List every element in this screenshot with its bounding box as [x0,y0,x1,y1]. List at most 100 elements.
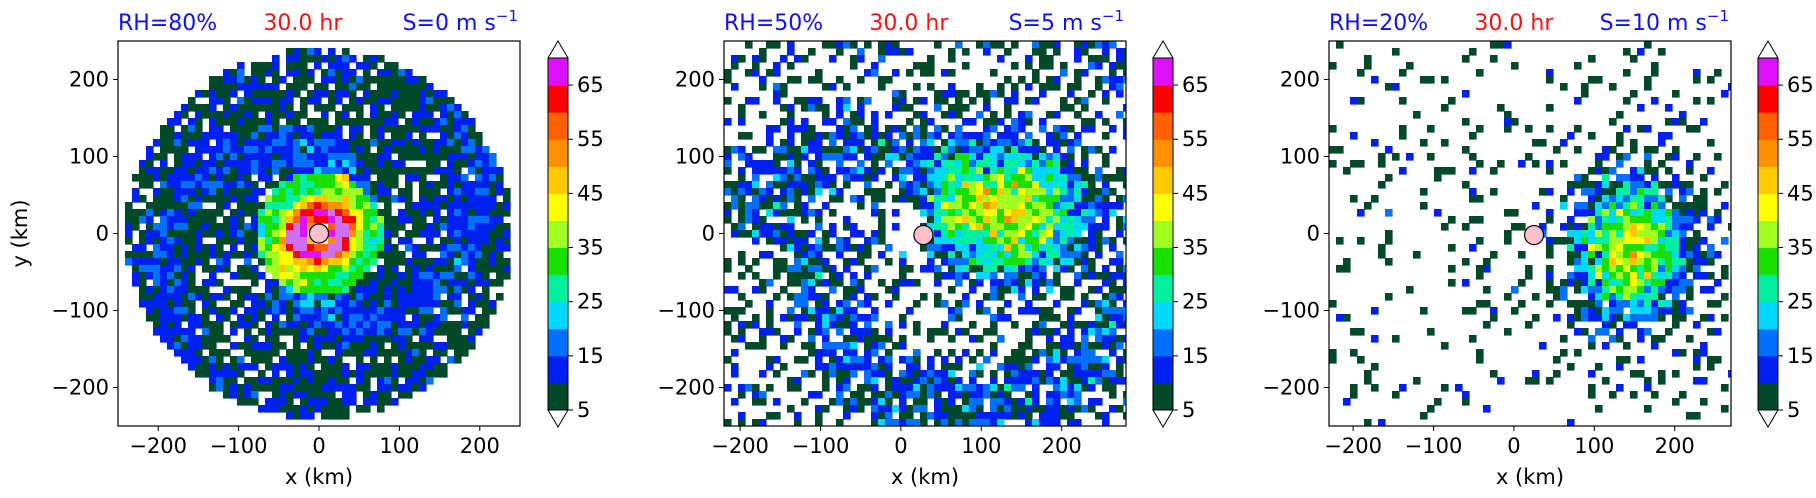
field-cell [468,286,476,294]
field-cell [286,153,294,161]
field-cell [962,146,970,154]
field-cell [230,321,238,329]
field-cell [1686,209,1694,217]
field-cell [1637,202,1645,210]
field-cell [391,300,399,308]
field-cell [1025,251,1033,259]
field-cell [955,328,963,336]
field-cell [1721,90,1729,98]
field-cell [146,174,154,182]
field-cell [167,279,175,287]
field-cell [447,97,455,105]
field-cell [1658,272,1666,280]
field-cell [1602,209,1610,217]
field-cell [363,62,371,70]
colorbar-segment [1758,58,1778,86]
field-cell [941,139,949,147]
field-cell [405,153,413,161]
field-cell [426,230,434,238]
field-cell [391,279,399,287]
field-cell [857,335,865,343]
field-cell [363,244,371,252]
field-cell [1032,202,1040,210]
field-cell [265,202,273,210]
field-cell [1081,181,1089,189]
field-cell [307,139,315,147]
field-cell [384,62,392,70]
field-cell [356,104,364,112]
field-cell [1053,272,1061,280]
field-cell [412,76,420,84]
field-cell [773,412,781,420]
field-cell [1046,258,1054,266]
field-cell [1067,398,1075,406]
field-cell [454,209,462,217]
field-cell [447,237,455,245]
field-cell [377,370,385,378]
field-cell [969,377,977,385]
field-cell [1462,223,1470,231]
field-cell [1637,216,1645,224]
field-cell [948,104,956,112]
colorbar-segment [1153,328,1173,357]
field-cell [146,272,154,280]
field-cell [419,188,427,196]
field-cell [731,349,739,357]
field-cell [307,258,315,266]
field-cell [1714,300,1722,308]
field-cell [496,174,504,182]
field-cell [836,251,844,259]
field-cell [300,69,308,77]
field-cell [1088,202,1096,210]
field-cell [363,258,371,266]
field-cell [1658,335,1666,343]
field-cell [146,216,154,224]
field-cell [815,146,823,154]
field-cell [857,251,865,259]
field-cell [377,139,385,147]
field-cell [1700,251,1708,259]
field-cell [983,258,991,266]
field-cell [265,223,273,231]
field-cell [1116,202,1124,210]
field-cell [1088,321,1096,329]
field-cell [1546,209,1554,217]
field-cell [300,265,308,273]
field-cell [1609,237,1617,245]
field-cell [153,167,161,175]
field-cell [216,139,224,147]
field-cell [307,69,315,77]
field-cell [363,363,371,371]
field-cell [475,237,483,245]
field-cell [906,307,914,315]
field-cell [1095,244,1103,252]
field-cell [1336,41,1344,49]
field-cell [307,335,315,343]
field-cell [237,321,245,329]
field-cell [1707,139,1715,147]
field-cell [384,293,392,301]
field-cell [258,272,266,280]
field-cell [1672,230,1680,238]
field-cell [843,125,851,133]
field-cell [307,293,315,301]
field-cell [1686,258,1694,266]
field-cell [230,69,238,77]
field-cell [188,286,196,294]
field-cell [1088,55,1096,63]
field-cell [1602,202,1610,210]
field-cell [801,356,809,364]
field-cell [1364,62,1372,70]
field-cell [1420,307,1428,315]
field-cell [934,146,942,154]
field-cell [1518,279,1526,287]
field-cell [321,195,329,203]
field-cell [391,349,399,357]
field-cell [1588,258,1596,266]
field-cell [829,181,837,189]
field-cell [286,125,294,133]
field-cell [766,321,774,329]
field-cell [948,90,956,98]
field-cell [808,258,816,266]
